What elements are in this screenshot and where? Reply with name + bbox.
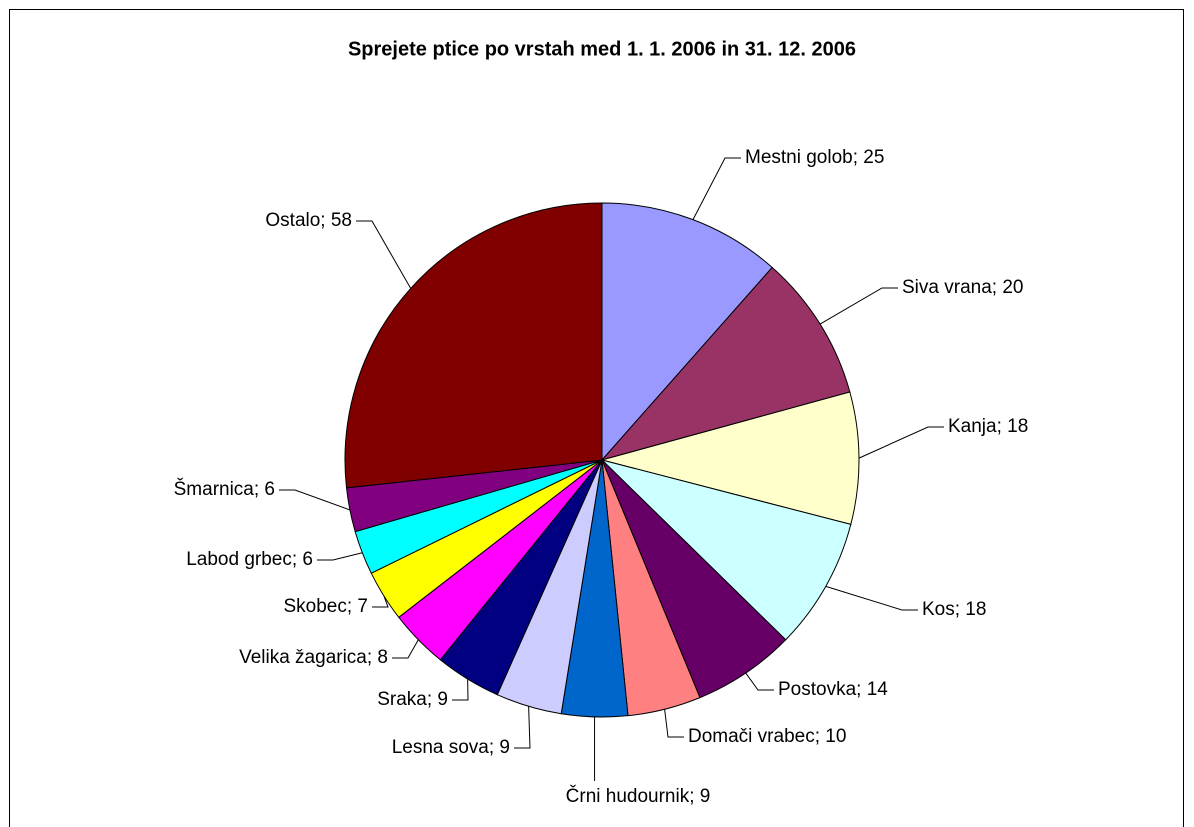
pie-slice (600, 459, 852, 641)
leader-line (372, 595, 389, 608)
data-label: Mestni golob; 25 (745, 147, 884, 168)
leader-line (356, 220, 412, 289)
data-label: Velika žagarica; 8 (239, 647, 388, 668)
leader-line (745, 672, 774, 691)
leader-line (392, 639, 419, 659)
data-label: Ostalo; 58 (265, 210, 352, 231)
data-label: Skobec; 7 (284, 596, 369, 617)
data-label: Šmarnica; 6 (174, 478, 275, 500)
pie-slice (601, 202, 773, 462)
leader-line (514, 706, 531, 749)
data-label: Črni hudournik; 9 (566, 785, 711, 807)
pie-slice (600, 266, 851, 461)
data-label: Kos; 18 (922, 599, 986, 620)
leader-line (279, 489, 351, 511)
data-label: Labod grbec; 6 (186, 549, 313, 570)
data-label: Lesna sova; 9 (392, 737, 510, 758)
leader-line (317, 552, 363, 561)
chart-title: Sprejete ptice po vrstah med 1. 1. 2006 … (348, 38, 856, 60)
data-label: Postovka; 14 (778, 679, 888, 700)
leader-line (858, 426, 944, 459)
leader-line (452, 679, 469, 701)
leader-line (825, 585, 918, 611)
leader-line (819, 287, 898, 325)
leader-line (664, 709, 684, 738)
pie-slice (344, 202, 603, 489)
data-label: Domači vrabec; 10 (688, 726, 846, 747)
pie-slice (600, 391, 860, 526)
leader-line (692, 157, 741, 220)
data-label: Sraka; 9 (377, 689, 448, 710)
data-label: Kanja; 18 (948, 416, 1028, 437)
data-label: Siva vrana; 20 (902, 277, 1023, 298)
